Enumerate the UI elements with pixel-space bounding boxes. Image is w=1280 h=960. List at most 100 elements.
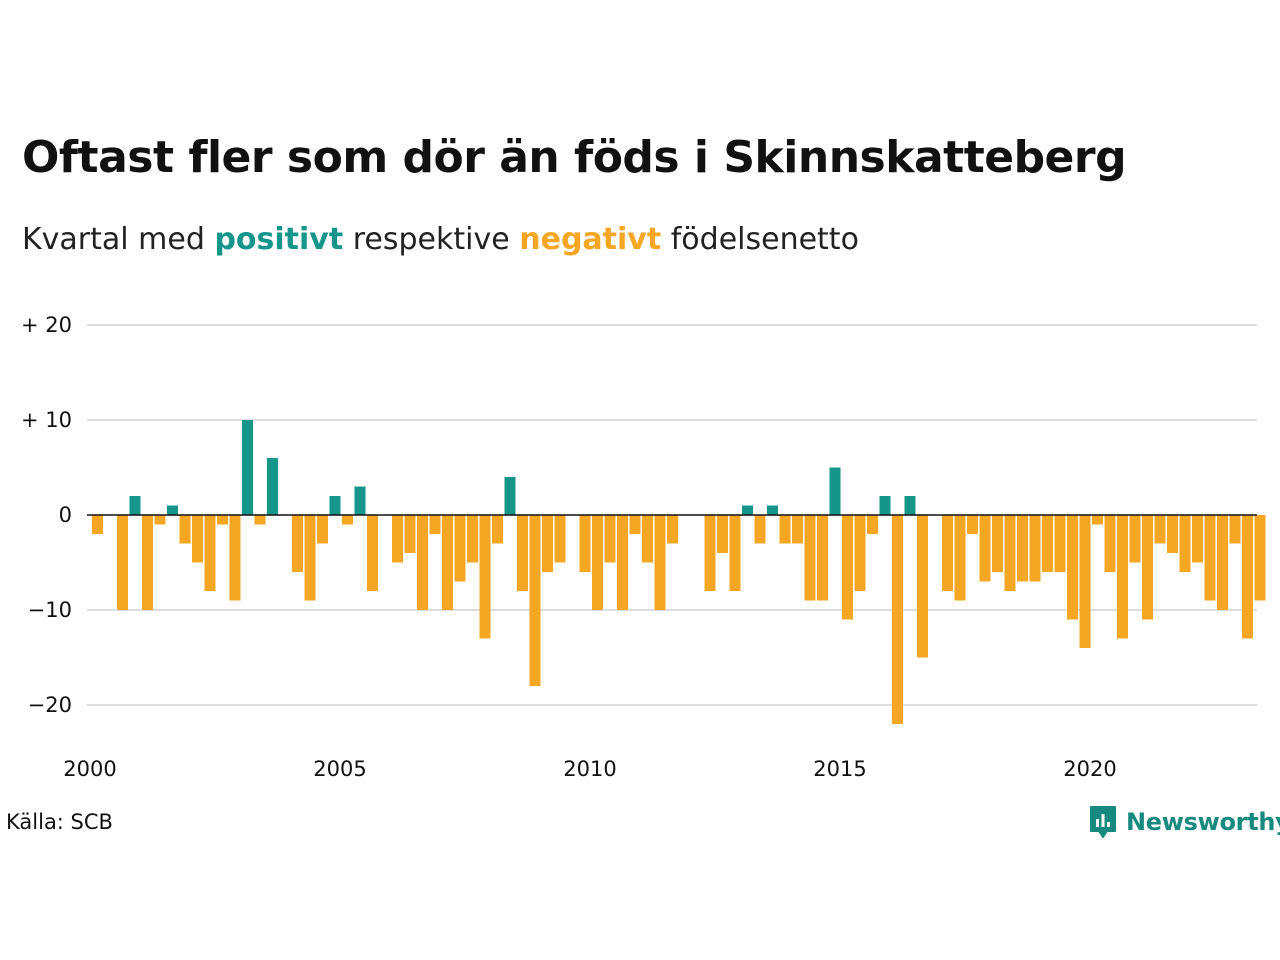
x-tick-label: 2015: [813, 757, 866, 781]
bar: [617, 515, 628, 610]
bar: [354, 486, 366, 515]
bar: [254, 515, 266, 525]
bar: [392, 515, 403, 563]
bar: [329, 496, 341, 515]
bar: [792, 515, 803, 544]
bar: [779, 515, 791, 544]
bar: [367, 515, 378, 591]
y-tick-label: −20: [28, 693, 72, 717]
bar: [1042, 515, 1053, 572]
bar: [642, 515, 653, 563]
bar: [879, 496, 891, 515]
bar: [1117, 515, 1128, 639]
bar: [117, 515, 128, 610]
bar: [917, 515, 928, 658]
y-axis-labels: + 20 + 10 0 −10 −20: [21, 313, 72, 717]
bar: [592, 515, 603, 610]
bar: [767, 505, 778, 515]
bar: [1142, 515, 1153, 620]
bar: [454, 515, 466, 582]
bar: [267, 458, 278, 515]
bar: [1029, 515, 1041, 582]
bar: [542, 515, 553, 572]
bar: [1217, 515, 1228, 610]
bar: [129, 496, 141, 515]
bar: [704, 515, 716, 591]
bar: [1167, 515, 1178, 553]
bar: [1129, 515, 1141, 563]
bar: [1017, 515, 1028, 582]
bar: [342, 515, 353, 525]
bar: [492, 515, 503, 544]
bar: [717, 515, 728, 553]
bar: [742, 505, 753, 515]
bar: [729, 515, 741, 591]
bar: [92, 515, 103, 534]
bar: [817, 515, 828, 601]
subtitle-positive-word: positivt: [214, 222, 344, 257]
x-axis-labels: 2000 2005 2010 2015 2020: [63, 757, 1116, 781]
bar: [429, 515, 441, 534]
newsworthy-logo: Newsworthy: [1088, 804, 1280, 840]
bar: [892, 515, 903, 724]
bars: [92, 420, 1266, 724]
bar: [192, 515, 203, 563]
bar: [204, 515, 216, 591]
bar: [1242, 515, 1253, 639]
subtitle-prefix: Kvartal med: [22, 222, 205, 257]
bar: [154, 515, 166, 525]
bar: [479, 515, 491, 639]
source-label: Källa: SCB: [6, 810, 113, 834]
y-tick-label: 0: [59, 503, 72, 527]
bar: [417, 515, 428, 610]
bar: [142, 515, 153, 610]
bar: [404, 515, 416, 553]
chart-title: Oftast fler som dör än föds i Skinnskatt…: [22, 132, 1127, 183]
bar: [504, 477, 516, 515]
bar: [1192, 515, 1203, 563]
bar-chart: + 20 + 10 0 −10 −20 2000 2005 2010 2015 2020: [21, 313, 1266, 781]
bar: [229, 515, 241, 601]
bar: [1254, 515, 1266, 601]
y-tick-label: −10: [28, 598, 72, 622]
bar: [442, 515, 453, 610]
bar: [517, 515, 528, 591]
subtitle-middle: respektive: [352, 222, 510, 257]
bar: [904, 496, 916, 515]
x-tick-label: 2010: [563, 757, 616, 781]
bar: [1092, 515, 1103, 525]
bar: [754, 515, 766, 544]
bar: [529, 515, 541, 686]
bar: [242, 420, 253, 515]
x-tick-label: 2005: [313, 757, 366, 781]
bar: [1054, 515, 1066, 572]
bar: [1154, 515, 1166, 544]
x-tick-label: 2020: [1063, 757, 1116, 781]
bar: [1179, 515, 1191, 572]
bar: [629, 515, 641, 534]
bar: [604, 515, 616, 563]
grid-lines: [87, 324, 1257, 706]
bar: [867, 515, 878, 534]
chart-subtitle: Kvartal med positivt respektive negativt…: [22, 222, 859, 257]
subtitle-suffix: födelsenetto: [670, 222, 859, 257]
logo-text: Newsworthy: [1126, 808, 1280, 836]
bar: [1079, 515, 1091, 648]
bar: [317, 515, 328, 544]
bar: [554, 515, 566, 563]
bar: [979, 515, 991, 582]
bar: [217, 515, 228, 525]
bar: [1229, 515, 1241, 544]
bar: [292, 515, 303, 572]
bar: [1104, 515, 1116, 572]
bar: [992, 515, 1003, 572]
y-tick-label: + 20: [21, 313, 72, 337]
bar: [829, 467, 841, 515]
x-tick-label: 2000: [63, 757, 116, 781]
bar: [942, 515, 953, 591]
bar: [667, 515, 678, 544]
bar: [954, 515, 966, 601]
bar: [854, 515, 866, 591]
y-tick-label: + 10: [21, 408, 72, 432]
bar: [842, 515, 853, 620]
